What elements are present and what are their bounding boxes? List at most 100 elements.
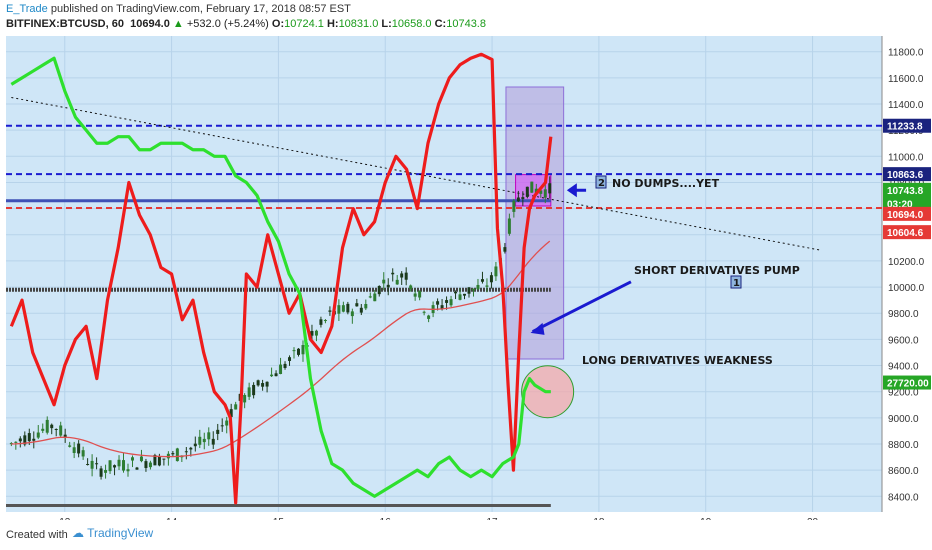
candle-body <box>193 443 197 447</box>
candle-body <box>409 285 413 290</box>
label-box-1: 1 <box>733 278 740 289</box>
arrow-head-icon <box>530 322 545 335</box>
price-tag-label: 27720.00 <box>887 379 929 390</box>
candle-body <box>229 409 233 418</box>
candle-body <box>126 469 130 472</box>
time-tick-label: 15 <box>273 517 285 520</box>
candle-body <box>261 383 265 387</box>
close-value: 10743.8 <box>446 18 486 30</box>
price-tick-label: 8400.0 <box>888 492 919 503</box>
price-axis[interactable]: 8400.0 8600.0 8800.0 9000.0 9200.0 9400.0 9600… <box>881 36 932 520</box>
candle-body <box>90 460 94 469</box>
candle-body <box>328 310 332 312</box>
candle-body <box>319 319 323 325</box>
candle-body <box>27 433 31 442</box>
candle-body <box>301 345 305 355</box>
author-link[interactable]: E_Trade <box>6 3 48 15</box>
long-weakness-annotation: LONG DERIVATIVES WEAKNESS <box>582 354 773 367</box>
candle-body <box>386 284 390 288</box>
candle-body <box>382 279 386 284</box>
open-value: 10724.1 <box>284 18 324 30</box>
candle-body <box>539 190 543 194</box>
candle-body <box>68 445 72 447</box>
price-tag-label: 11233.8 <box>887 122 923 133</box>
arrow-head-icon <box>566 183 577 198</box>
candle-body <box>59 425 63 436</box>
candle-body <box>144 461 148 469</box>
low-value: 10658.0 <box>391 18 432 30</box>
ohlc-line: BITFINEX:BTCUSD, 60 10694.0 ▲ +532.0 (+5… <box>6 18 486 30</box>
time-axis[interactable]: 13 14 15 16 17 18 19 20 <box>0 512 932 520</box>
time-tick-label: 18 <box>593 517 605 520</box>
time-tick-label: 14 <box>166 517 178 520</box>
candle-body <box>216 429 220 434</box>
candle-body <box>449 299 453 306</box>
candle-body <box>14 441 18 443</box>
candle-body <box>54 429 58 431</box>
candle-body <box>404 272 408 280</box>
candle-body <box>373 293 377 302</box>
chart-header: E_Trade published on TradingView.com, Fe… <box>0 0 932 34</box>
candle-body <box>256 380 260 386</box>
candle-body <box>296 348 300 355</box>
open-label: O: <box>271 18 285 30</box>
candle-body <box>95 463 99 465</box>
candle-body <box>548 183 552 194</box>
price-tick-label: 9000.0 <box>888 414 919 425</box>
candle-body <box>467 287 471 294</box>
publish-text: published on TradingView.com, February 1… <box>47 3 351 15</box>
price-change: +532.0 (+5.24%) <box>186 18 269 30</box>
candle-body <box>265 381 269 387</box>
candle-body <box>283 363 287 368</box>
candle-body <box>108 460 112 472</box>
price-tick-label: 9200.0 <box>888 388 919 399</box>
tradingview-logo-icon[interactable]: ☁ TradingView <box>72 526 154 540</box>
candle-body <box>364 303 368 309</box>
price-chart[interactable]: 8400.0 8600.0 8800.0 9000.0 9200.0 9400.0 9600… <box>0 34 932 520</box>
candle-body <box>72 447 76 453</box>
price-tag <box>883 206 931 221</box>
candle-body <box>220 425 224 427</box>
publish-line: E_Trade published on TradingView.com, Fe… <box>6 3 351 15</box>
label-box-2-bg <box>595 175 607 189</box>
candle-body <box>99 468 103 477</box>
candle-body <box>130 457 134 461</box>
label-box-2: 2 <box>598 178 605 189</box>
candle-body <box>512 200 516 212</box>
price-tag-label: 10863.6 <box>887 170 924 181</box>
candle-body <box>198 436 202 445</box>
plot-area <box>6 36 882 512</box>
candle-body <box>454 291 458 294</box>
candle-body <box>184 451 188 453</box>
candle-body <box>113 465 117 468</box>
candle-body <box>359 307 363 313</box>
candle-body <box>32 438 36 441</box>
drawings-layer <box>6 86 882 507</box>
candle-body <box>135 467 139 470</box>
pump-zone-box <box>505 86 565 360</box>
price-tag-label: 10743.8 <box>887 186 924 197</box>
candle-body <box>211 438 215 445</box>
candle-body <box>489 275 493 283</box>
candle-body <box>355 303 359 307</box>
price-tick-label: 8600.0 <box>888 466 919 477</box>
candle-body <box>247 387 251 397</box>
candle-body <box>45 419 49 433</box>
price-tick-label: 11600.0 <box>888 74 924 85</box>
candle-body <box>86 464 90 466</box>
candle-body <box>41 428 45 431</box>
price-tick-label: 11800.0 <box>888 48 924 59</box>
candle-body <box>400 273 404 278</box>
candle-body <box>440 305 444 309</box>
price-tick-label: 10000.0 <box>888 283 925 294</box>
candle-body <box>202 438 206 443</box>
price-tag <box>883 225 931 240</box>
price-tick-label: 9800.0 <box>888 309 919 320</box>
candle-body <box>516 197 520 202</box>
candle-body <box>521 197 525 200</box>
candle-body <box>207 432 211 440</box>
candle-body <box>23 435 27 445</box>
candle-body <box>413 293 417 297</box>
high-value: 10831.0 <box>338 18 379 30</box>
candle-body <box>243 394 247 403</box>
